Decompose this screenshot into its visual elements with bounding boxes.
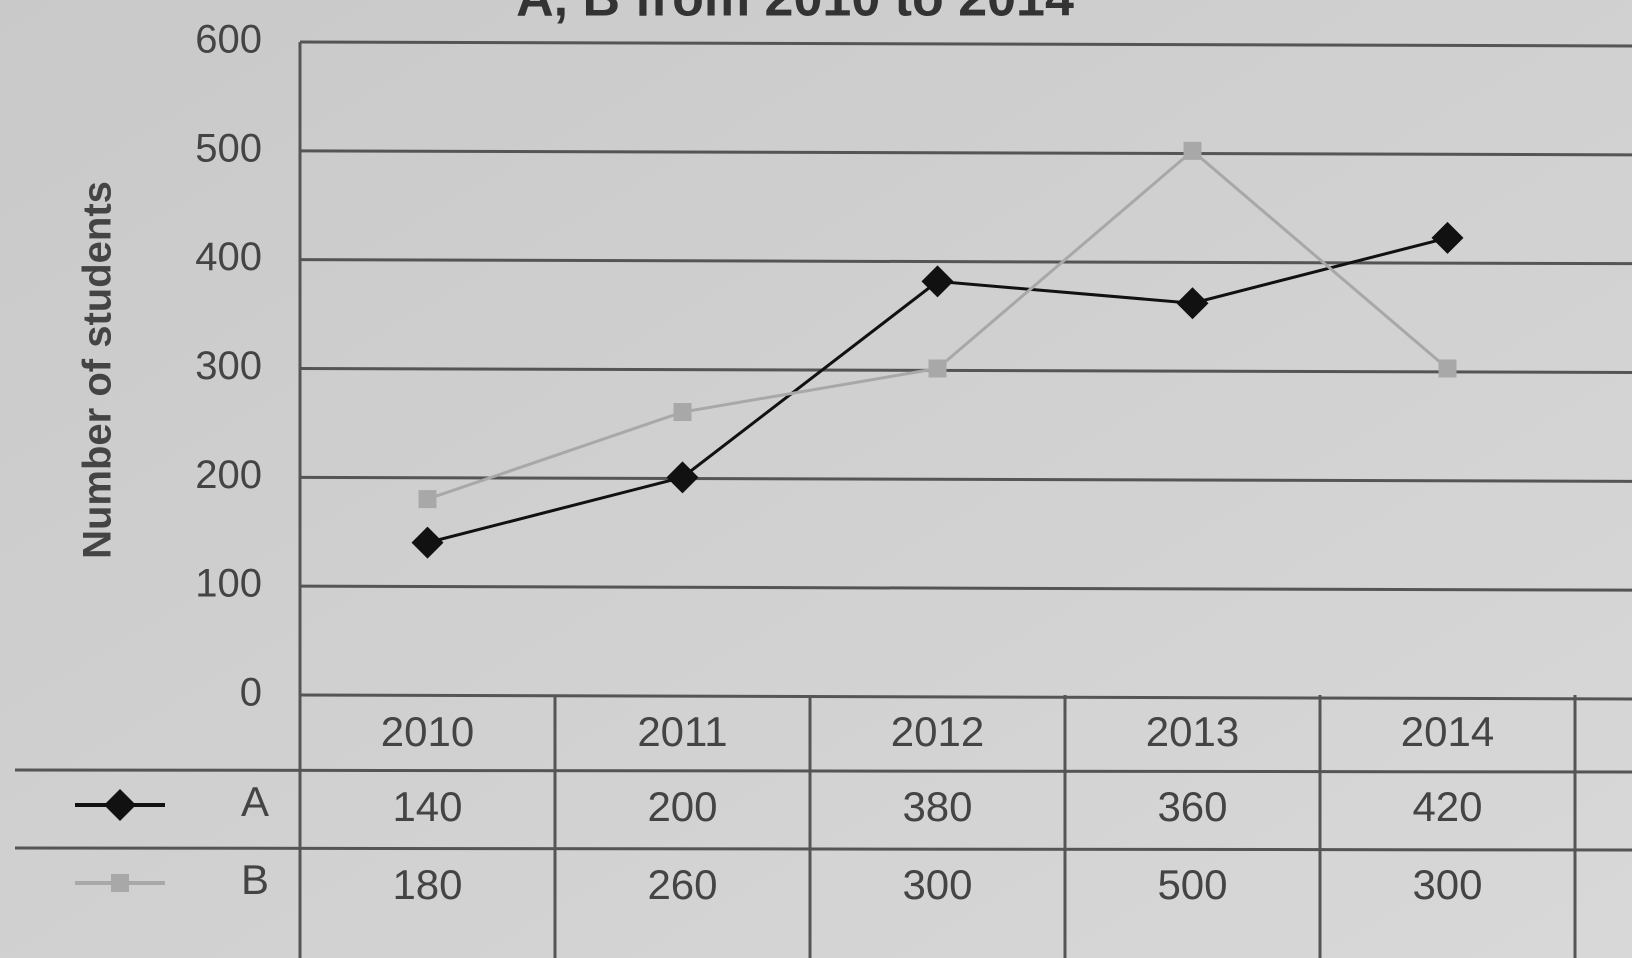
point bbox=[1438, 359, 1457, 378]
grid-line bbox=[299, 693, 1632, 701]
legend-label: A bbox=[241, 778, 269, 825]
x-tick-label: 2011 bbox=[637, 708, 727, 755]
point bbox=[928, 359, 947, 378]
point bbox=[1431, 221, 1464, 254]
grid-line bbox=[299, 584, 1632, 592]
chart-title: A, B from 2010 to 2014 bbox=[516, 0, 1074, 28]
grid-line bbox=[299, 258, 1632, 266]
table-value: 300 bbox=[902, 861, 972, 908]
y-tick-label: 600 bbox=[195, 18, 262, 62]
point bbox=[411, 526, 444, 559]
y-tick-label: 300 bbox=[195, 344, 262, 388]
grid-line bbox=[299, 40, 1632, 48]
table-line bbox=[14, 768, 1632, 774]
y-axis-label: Number of students bbox=[76, 181, 120, 559]
point bbox=[921, 265, 954, 298]
y-tick-label: 400 bbox=[195, 235, 262, 279]
point bbox=[104, 789, 136, 821]
grid-line bbox=[299, 367, 1632, 374]
table-value: 500 bbox=[1157, 861, 1227, 908]
x-tick-label: 2012 bbox=[891, 708, 984, 755]
point bbox=[111, 874, 129, 892]
grid-line bbox=[299, 149, 1632, 157]
legend-label: B bbox=[241, 856, 269, 903]
table-value: 260 bbox=[647, 861, 717, 908]
y-tick-label: 0 bbox=[240, 671, 262, 715]
x-tick-label: 2010 bbox=[381, 708, 474, 755]
point bbox=[1183, 141, 1202, 160]
table-value: 180 bbox=[392, 861, 462, 908]
y-tick-label: 500 bbox=[195, 126, 262, 170]
point bbox=[666, 461, 699, 494]
table-value: 420 bbox=[1412, 783, 1482, 830]
grid-line bbox=[299, 475, 1632, 483]
table-value: 380 bbox=[902, 783, 972, 830]
point bbox=[673, 403, 692, 422]
point bbox=[418, 490, 437, 509]
table-value: 300 bbox=[1412, 861, 1482, 908]
table-line bbox=[14, 846, 1632, 852]
table-value: 200 bbox=[647, 783, 717, 830]
y-tick-label: 200 bbox=[195, 453, 262, 497]
point bbox=[1176, 287, 1209, 320]
table-value: 360 bbox=[1157, 783, 1227, 830]
y-tick-label: 100 bbox=[195, 562, 262, 606]
x-tick-label: 2013 bbox=[1146, 708, 1239, 755]
table-value: 140 bbox=[392, 783, 462, 830]
x-tick-label: 2014 bbox=[1401, 708, 1494, 755]
